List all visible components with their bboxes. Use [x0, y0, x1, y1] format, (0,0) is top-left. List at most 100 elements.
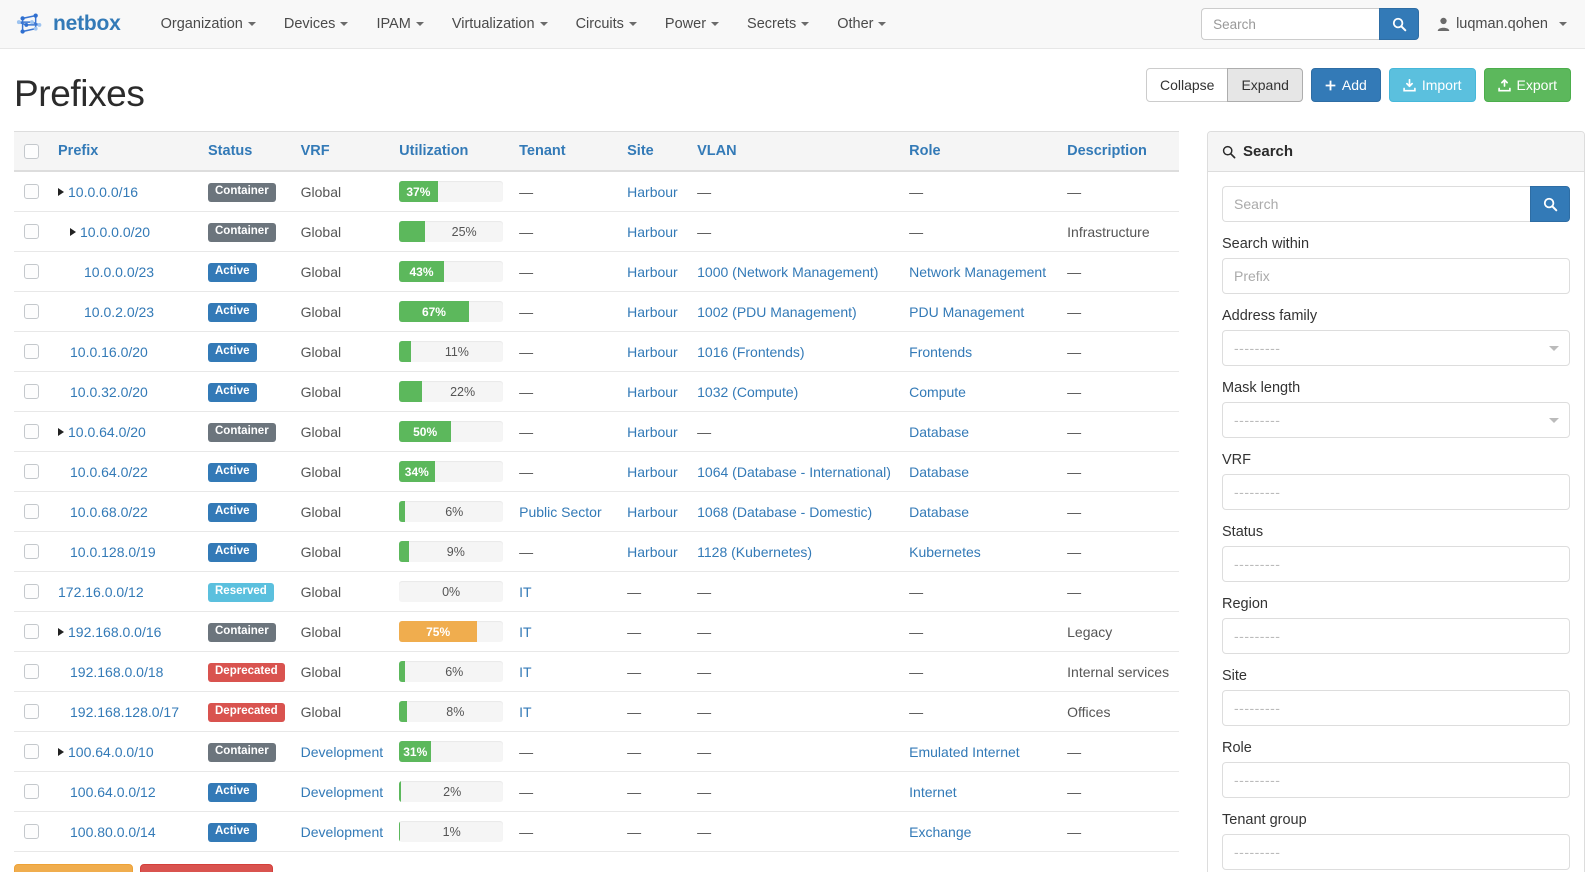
row-checkbox[interactable]: [24, 704, 39, 719]
prefix-link[interactable]: 10.0.64.0/22: [70, 463, 148, 480]
row-checkbox[interactable]: [24, 504, 39, 519]
vlan-link[interactable]: 1016 (Frontends): [697, 343, 805, 360]
prefix-link[interactable]: 10.0.64.0/20: [68, 423, 146, 440]
vlan-link[interactable]: 1032 (Compute): [697, 383, 799, 400]
site-link[interactable]: Harbour: [627, 503, 678, 520]
column-header-utilization[interactable]: Utilization: [391, 131, 512, 172]
nav-item-virtualization[interactable]: Virtualization: [438, 0, 562, 49]
role-link[interactable]: Database: [909, 423, 970, 440]
filter-select-address-family[interactable]: ---------: [1222, 330, 1570, 366]
tenant-link[interactable]: IT: [519, 583, 532, 600]
vlan-link[interactable]: 1068 (Database - Domestic): [697, 503, 873, 520]
prefix-link[interactable]: 172.16.0.0/12: [58, 583, 144, 600]
column-header-vlan[interactable]: VLAN: [689, 131, 902, 172]
site-link[interactable]: Harbour: [627, 463, 678, 480]
column-header-description[interactable]: Description: [1059, 131, 1179, 172]
filter-select-status[interactable]: ---------: [1222, 546, 1570, 582]
row-checkbox[interactable]: [24, 824, 39, 839]
prefix-link[interactable]: 10.0.128.0/19: [70, 543, 156, 560]
role-link[interactable]: Database: [909, 463, 970, 480]
prefix-link[interactable]: 10.0.68.0/22: [70, 503, 148, 520]
column-header-status[interactable]: Status: [200, 131, 293, 172]
vrf-link[interactable]: Development: [300, 743, 384, 760]
role-link[interactable]: Internet: [909, 783, 957, 800]
site-link[interactable]: Harbour: [627, 303, 678, 320]
column-header-prefix[interactable]: Prefix: [50, 131, 200, 172]
prefix-link[interactable]: 10.0.0.0/23: [84, 263, 155, 280]
filter-select-vrf[interactable]: ---------: [1222, 474, 1570, 510]
row-checkbox[interactable]: [24, 264, 39, 279]
row-checkbox[interactable]: [24, 304, 39, 319]
brand-logo[interactable]: netbox: [10, 10, 121, 38]
row-checkbox[interactable]: [24, 184, 39, 199]
row-checkbox[interactable]: [24, 624, 39, 639]
export-button[interactable]: Export: [1483, 68, 1571, 102]
select-all-checkbox[interactable]: [24, 143, 39, 159]
site-link[interactable]: Harbour: [627, 343, 678, 360]
role-link[interactable]: Network Management: [909, 263, 1047, 280]
row-checkbox[interactable]: [24, 384, 39, 399]
site-link[interactable]: Harbour: [627, 263, 678, 280]
site-link[interactable]: Harbour: [627, 183, 678, 200]
role-link[interactable]: Emulated Internet: [909, 743, 1020, 760]
filter-input-search-within[interactable]: [1222, 258, 1570, 294]
nav-item-circuits[interactable]: Circuits: [562, 0, 651, 49]
prefix-link[interactable]: 100.80.0.0/14: [70, 823, 156, 840]
row-checkbox[interactable]: [24, 584, 39, 599]
row-checkbox[interactable]: [24, 424, 39, 439]
site-link[interactable]: Harbour: [627, 223, 678, 240]
filter-select-role[interactable]: ---------: [1222, 762, 1570, 798]
column-header-tenant[interactable]: Tenant: [511, 131, 620, 172]
prefix-link[interactable]: 10.0.0.0/16: [68, 183, 139, 200]
column-header-role[interactable]: Role: [901, 131, 1060, 172]
row-checkbox[interactable]: [24, 744, 39, 759]
nav-item-other[interactable]: Other: [823, 0, 900, 49]
prefix-link[interactable]: 100.64.0.0/10: [68, 743, 154, 760]
user-menu[interactable]: luqman.qohen: [1437, 16, 1571, 32]
tenant-link[interactable]: IT: [519, 623, 532, 640]
role-link[interactable]: Database: [909, 503, 970, 520]
row-checkbox[interactable]: [24, 344, 39, 359]
prefix-link[interactable]: 10.0.0.0/20: [80, 223, 151, 240]
row-checkbox[interactable]: [24, 664, 39, 679]
role-link[interactable]: Kubernetes: [909, 543, 981, 560]
prefix-link[interactable]: 100.64.0.0/12: [70, 783, 156, 800]
prefix-link[interactable]: 10.0.16.0/20: [70, 343, 148, 360]
expand-button[interactable]: Expand: [1227, 68, 1303, 102]
filter-select-region[interactable]: ---------: [1222, 618, 1570, 654]
edit-selected-button[interactable]: Edit Selected: [14, 864, 133, 872]
site-link[interactable]: Harbour: [627, 383, 678, 400]
row-checkbox[interactable]: [24, 464, 39, 479]
column-header-vrf[interactable]: VRF: [292, 131, 392, 172]
filter-select-site[interactable]: ---------: [1222, 690, 1570, 726]
nav-item-power[interactable]: Power: [651, 0, 733, 49]
vlan-link[interactable]: 1128 (Kubernetes): [697, 543, 813, 560]
import-button[interactable]: Import: [1388, 68, 1476, 102]
column-header-site[interactable]: Site: [619, 131, 690, 172]
role-link[interactable]: PDU Management: [909, 303, 1025, 320]
vrf-link[interactable]: Development: [300, 823, 384, 840]
nav-item-ipam[interactable]: IPAM: [362, 0, 437, 49]
tenant-link[interactable]: IT: [519, 663, 532, 680]
vrf-link[interactable]: Development: [300, 783, 384, 800]
filter-select-mask-length[interactable]: ---------: [1222, 402, 1570, 438]
filter-select-tenant-group[interactable]: ---------: [1222, 834, 1570, 870]
global-search-button[interactable]: [1379, 8, 1420, 40]
tenant-link[interactable]: Public Sector: [519, 503, 602, 520]
tenant-link[interactable]: IT: [519, 703, 532, 720]
delete-selected-button[interactable]: Delete Selected: [139, 864, 274, 872]
add-button[interactable]: Add: [1310, 68, 1381, 102]
sidebar-search-button[interactable]: [1530, 186, 1570, 222]
nav-item-organization[interactable]: Organization: [147, 0, 270, 49]
vlan-link[interactable]: 1064 (Database - International): [697, 463, 891, 480]
prefix-link[interactable]: 10.0.32.0/20: [70, 383, 148, 400]
expand-triangle-icon[interactable]: [58, 187, 64, 196]
prefix-link[interactable]: 10.0.2.0/23: [84, 303, 155, 320]
row-checkbox[interactable]: [24, 544, 39, 559]
expand-triangle-icon[interactable]: [58, 627, 64, 636]
site-link[interactable]: Harbour: [627, 543, 678, 560]
role-link[interactable]: Frontends: [909, 343, 973, 360]
role-link[interactable]: Exchange: [909, 823, 972, 840]
vlan-link[interactable]: 1002 (PDU Management): [697, 303, 857, 320]
sidebar-search-input[interactable]: [1222, 186, 1530, 222]
